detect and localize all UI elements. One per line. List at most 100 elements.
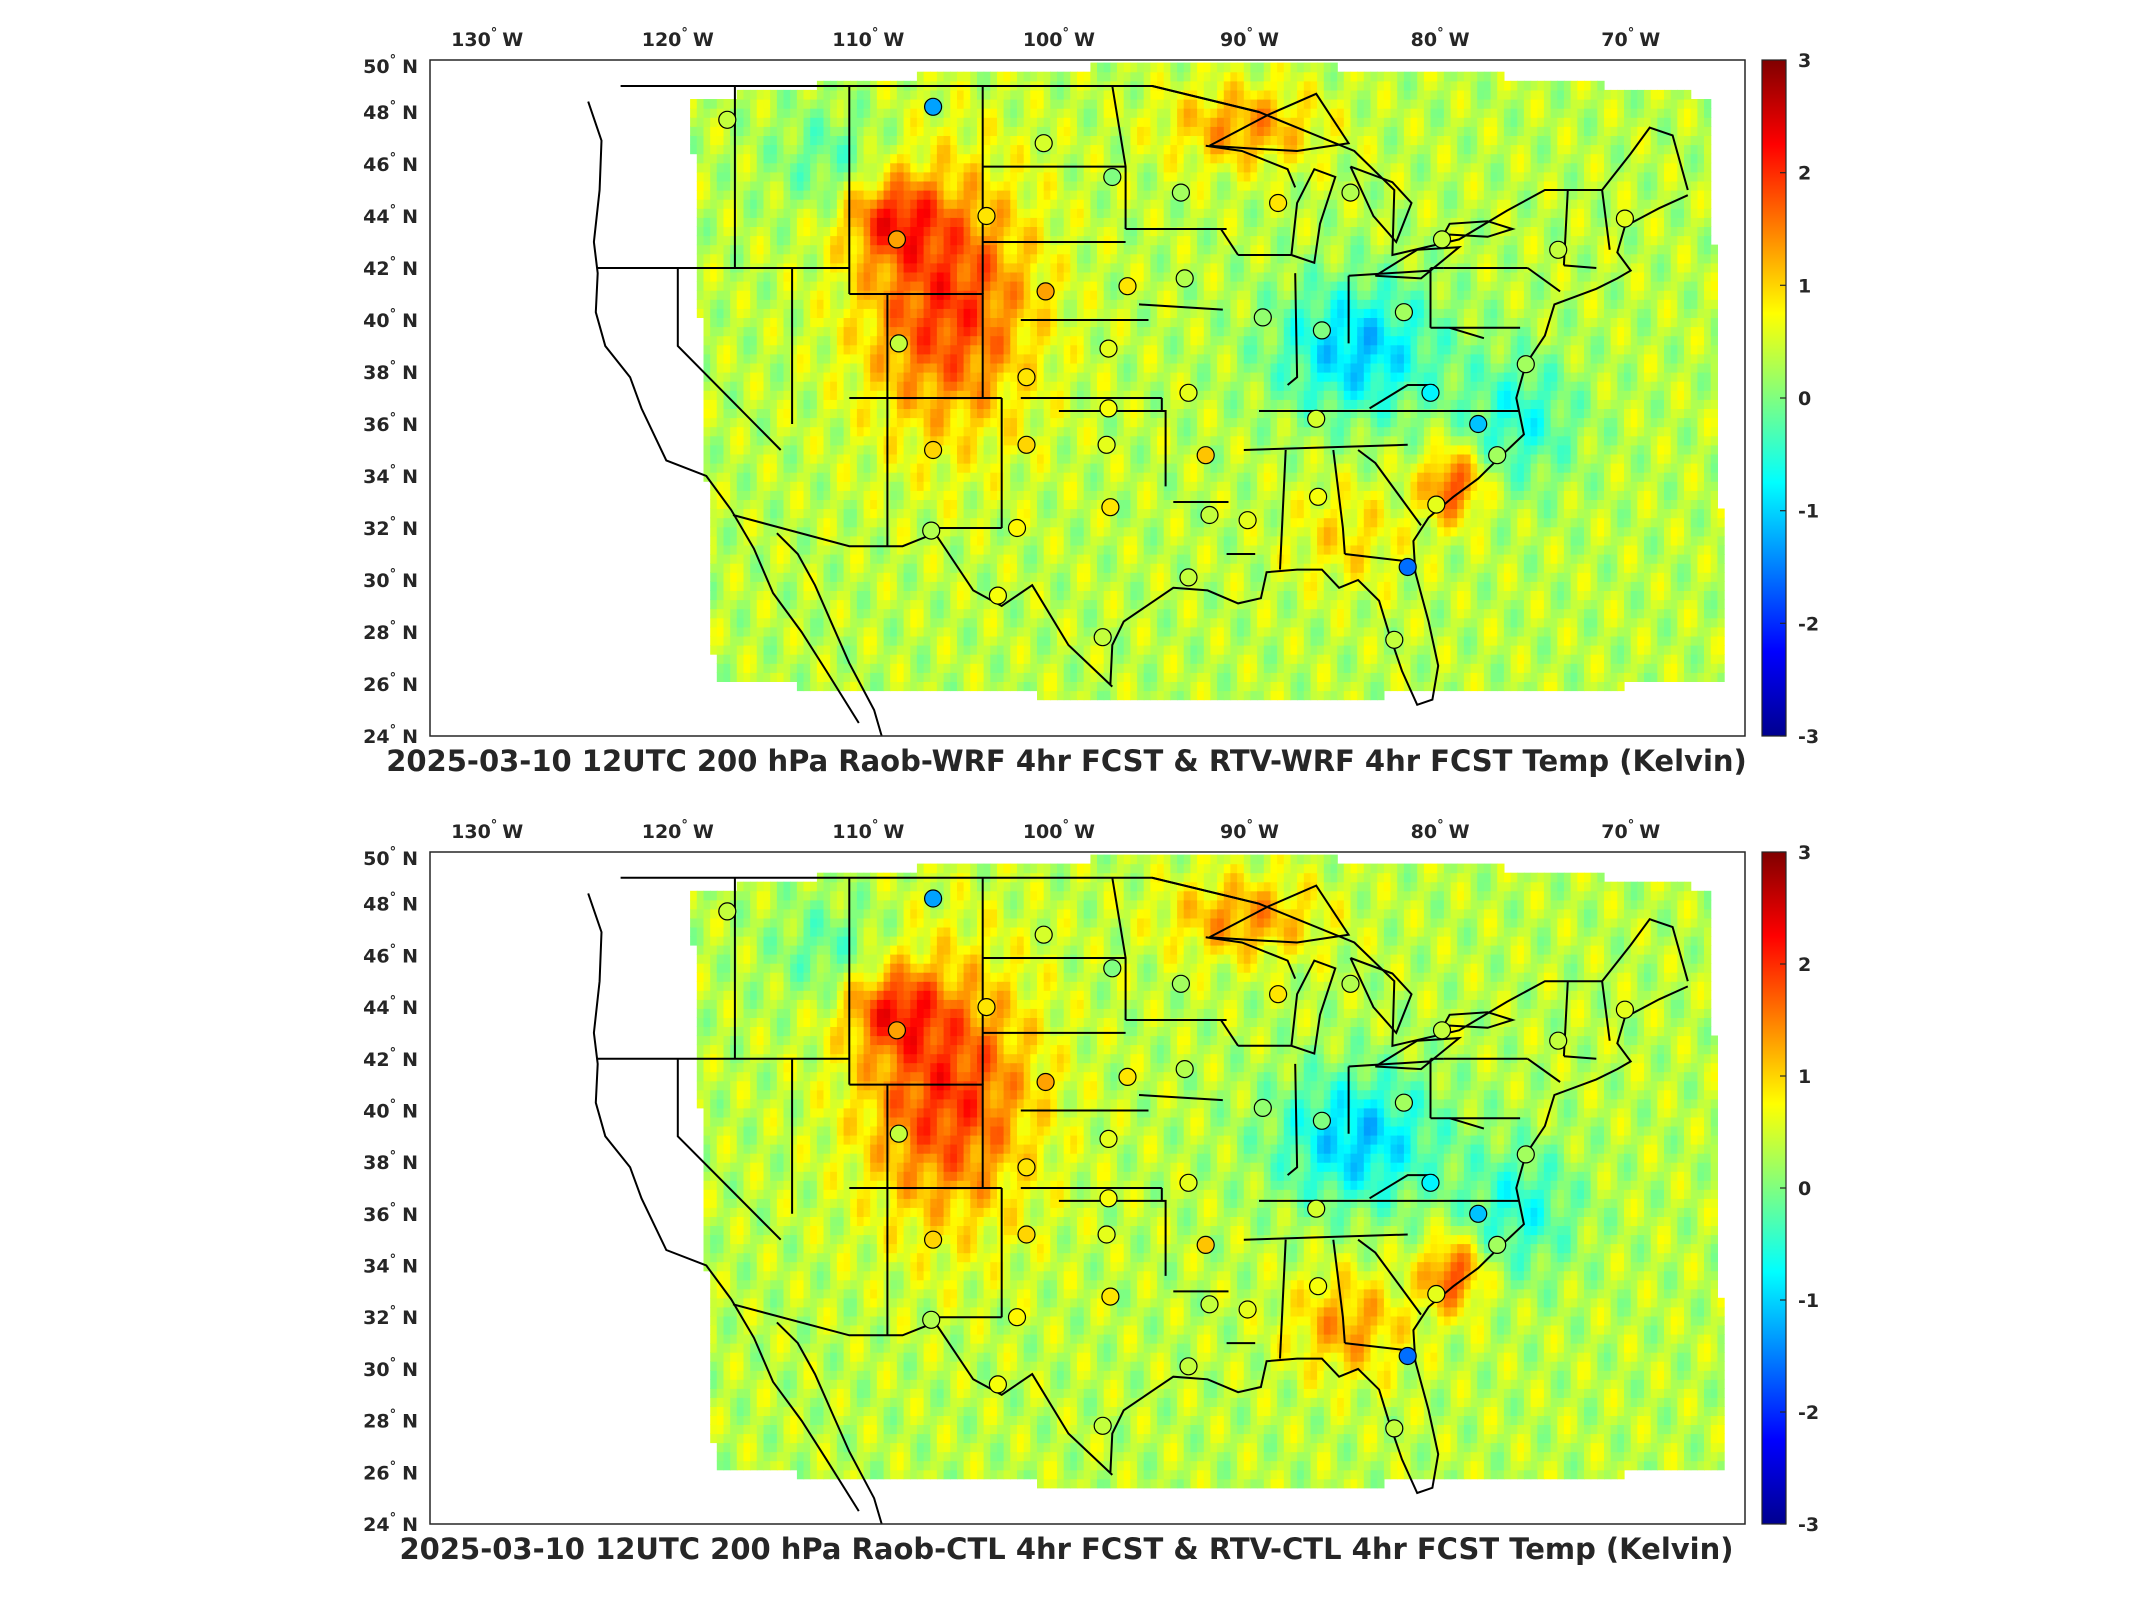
field-cell bbox=[756, 317, 765, 328]
field-cell bbox=[716, 208, 725, 218]
field-cell bbox=[763, 426, 771, 437]
field-cell bbox=[1050, 144, 1058, 155]
field-cell bbox=[1017, 153, 1025, 164]
field-cell bbox=[1063, 262, 1071, 273]
field-cell bbox=[723, 590, 731, 601]
field-cell bbox=[1070, 344, 1078, 355]
field-cell bbox=[1050, 417, 1058, 428]
field-cell bbox=[923, 162, 931, 173]
field-cell bbox=[1117, 463, 1125, 473]
field-cell bbox=[1010, 89, 1018, 100]
field-cell bbox=[1010, 299, 1018, 309]
field-cell bbox=[943, 281, 951, 291]
field-cell bbox=[843, 299, 851, 309]
field-cell bbox=[1010, 435, 1018, 446]
field-cell bbox=[1077, 517, 1085, 528]
field-cell bbox=[970, 572, 978, 582]
field-cell bbox=[1090, 135, 1098, 146]
field-cell bbox=[1123, 99, 1131, 109]
field-cell bbox=[977, 199, 985, 209]
field-cell bbox=[836, 190, 845, 200]
field-cell bbox=[1157, 290, 1165, 300]
field-cell bbox=[770, 253, 778, 264]
field-cell bbox=[723, 672, 731, 682]
field-cell bbox=[763, 235, 771, 246]
field-cell bbox=[796, 426, 805, 437]
field-cell bbox=[1143, 226, 1151, 237]
field-cell bbox=[1003, 235, 1011, 246]
field-cell bbox=[763, 308, 771, 318]
field-cell bbox=[810, 362, 818, 373]
field-cell bbox=[830, 590, 838, 601]
field-cell bbox=[936, 281, 945, 291]
field-cell bbox=[1043, 681, 1051, 692]
field-cell bbox=[1097, 171, 1105, 182]
field-cell bbox=[1003, 554, 1011, 564]
field-cell bbox=[843, 599, 851, 610]
field-cell bbox=[843, 645, 851, 655]
field-cell bbox=[823, 108, 831, 118]
field-cell bbox=[910, 581, 918, 591]
field-cell bbox=[723, 190, 731, 200]
field-cell bbox=[1110, 672, 1118, 682]
field-cell bbox=[1063, 672, 1071, 682]
field-cell bbox=[836, 426, 845, 437]
field-cell bbox=[723, 144, 731, 155]
field-cell bbox=[1010, 608, 1018, 619]
field-cell bbox=[770, 453, 778, 464]
field-cell bbox=[896, 308, 905, 318]
field-cell bbox=[1170, 362, 1178, 373]
field-cell bbox=[1090, 481, 1098, 491]
field-cell bbox=[1063, 399, 1071, 409]
field-cell bbox=[790, 535, 798, 546]
field-cell bbox=[816, 517, 825, 528]
field-cell bbox=[723, 244, 731, 255]
field-cell bbox=[843, 526, 851, 537]
field-cell bbox=[910, 417, 918, 428]
field-cell bbox=[1037, 99, 1045, 109]
field-cell bbox=[856, 663, 865, 673]
field-cell bbox=[790, 190, 798, 200]
field-cell bbox=[856, 281, 865, 291]
field-cell bbox=[983, 308, 991, 318]
field-cell bbox=[1157, 71, 1165, 82]
field-cell bbox=[990, 126, 998, 136]
field-cell bbox=[703, 162, 711, 173]
field-cell bbox=[730, 353, 738, 364]
field-cell bbox=[1070, 517, 1078, 528]
field-cell bbox=[1117, 62, 1125, 73]
field-cell bbox=[836, 89, 845, 100]
field-cell bbox=[1030, 171, 1038, 182]
field-cell bbox=[983, 253, 991, 264]
field-cell bbox=[1043, 344, 1051, 355]
field-cell bbox=[930, 180, 938, 191]
field-cell bbox=[776, 226, 785, 237]
field-cell bbox=[710, 408, 718, 419]
field-cell bbox=[1090, 244, 1098, 255]
field-cell bbox=[1170, 645, 1178, 655]
field-cell bbox=[783, 535, 791, 546]
field-cell bbox=[890, 453, 898, 464]
field-cell bbox=[1183, 126, 1191, 136]
field-cell bbox=[850, 535, 858, 546]
field-cell bbox=[770, 645, 778, 655]
field-cell bbox=[816, 244, 825, 255]
field-cell bbox=[750, 453, 758, 464]
field-cell bbox=[883, 162, 891, 173]
field-cell bbox=[923, 381, 931, 391]
field-cell bbox=[836, 335, 845, 346]
field-cell bbox=[810, 126, 818, 136]
field-cell bbox=[1057, 453, 1065, 464]
field-cell bbox=[957, 490, 965, 500]
field-cell bbox=[750, 590, 758, 601]
field-cell bbox=[836, 253, 845, 264]
field-cell bbox=[923, 353, 931, 364]
field-cell bbox=[883, 626, 891, 637]
field-cell bbox=[963, 490, 971, 500]
field-cell bbox=[843, 235, 851, 246]
field-cell bbox=[816, 590, 825, 601]
field-cell bbox=[1117, 453, 1125, 464]
field-cell bbox=[870, 417, 878, 428]
field-cell bbox=[830, 372, 838, 382]
field-cell bbox=[1183, 635, 1191, 646]
